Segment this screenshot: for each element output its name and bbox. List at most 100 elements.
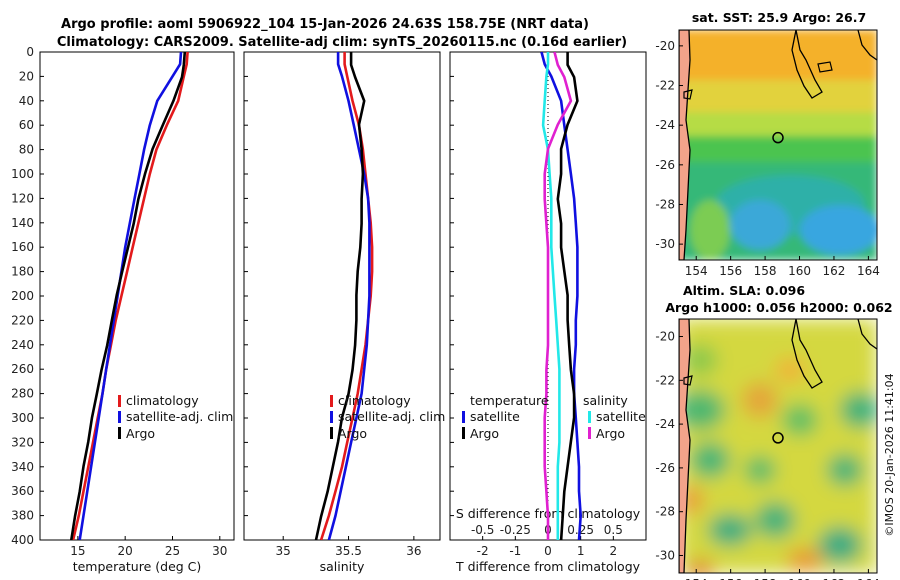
depth-tick-label: 220: [11, 313, 34, 327]
sla-map-frame: [678, 318, 878, 574]
series-line-t-argo: [556, 52, 579, 540]
legend-swatch-s-argo: [588, 427, 591, 439]
sla-map: [679, 319, 877, 573]
imos-credit: ©IMOS 20-Jan-2026 11:41:04: [883, 373, 896, 536]
s-diff-tick-label: 0.5: [604, 523, 623, 537]
x-tick-label: 1: [577, 544, 585, 558]
series-line-climatology: [71, 52, 189, 540]
map-y-tick-label: -28: [655, 505, 675, 519]
legend-swatch-s-satellite: [588, 411, 591, 423]
map-x-tick-label: 156: [719, 264, 742, 278]
series-line-argo: [314, 52, 366, 540]
legend-swatch-satellite: [330, 411, 333, 423]
temperature-xlabel: temperature (deg C): [73, 559, 202, 574]
s-diff-tick-label: -0.5: [471, 523, 494, 537]
x-tick-label: 36: [406, 544, 421, 558]
salinity-x-axis: 35 35.5 36: [276, 536, 422, 558]
x-tick-label: 30: [212, 544, 227, 558]
series-line-t-satellite: [540, 52, 583, 540]
legend-swatch-climatology: [118, 395, 121, 407]
salinity-legend: climatology satellite-adj. clim Argo: [330, 393, 445, 441]
depth-tick-label: 300: [11, 411, 34, 425]
map-y-tick-label: -30: [655, 237, 675, 251]
depth-tick-label: 180: [11, 265, 34, 279]
temperature-lines: [69, 52, 189, 540]
legend-swatch-t-satellite: [462, 411, 465, 423]
legend-label-t-argo: Argo: [470, 426, 499, 441]
depth-tick-label: 260: [11, 362, 34, 376]
map-x-tick-label: 158: [754, 577, 777, 580]
depth-tick-label: 0: [26, 45, 34, 59]
map-y-tick-label: -22: [655, 79, 675, 93]
map-x-tick-label: 164: [857, 577, 880, 580]
legend-label-climatology: climatology: [126, 393, 199, 408]
map-x-tick-label: 160: [788, 577, 811, 580]
map-y-tick-label: -26: [655, 461, 675, 475]
series-line-s-satellite: [541, 52, 561, 540]
map-x-tick-label: 162: [823, 577, 846, 580]
map-y-tick-label: -24: [655, 417, 675, 431]
map-x-tick-label: 164: [857, 264, 880, 278]
x-tick-label: 35: [276, 544, 291, 558]
salinity-lines: [314, 52, 374, 540]
legend-label-t-satellite: satellite: [470, 409, 520, 424]
legend-label-climatology: climatology: [338, 393, 411, 408]
legend-label-argo: Argo: [126, 426, 155, 441]
sst-map-frame: [678, 29, 878, 261]
map-y-tick-label: -30: [655, 548, 675, 562]
depth-tick-label: 160: [11, 240, 34, 254]
depth-tick-label: 40: [19, 94, 34, 108]
argo-location-marker: [772, 432, 784, 444]
legend-swatch-climatology: [330, 395, 333, 407]
depth-tick-label: 380: [11, 509, 34, 523]
legend-label-s-argo: Argo: [596, 426, 625, 441]
temperature-legend: climatology satellite-adj. clim Argo: [118, 393, 233, 441]
depth-tick-label: 80: [19, 143, 34, 157]
salinity-axes: [243, 51, 441, 541]
sla-map-title-line1: Altim. SLA: 0.096: [683, 283, 805, 298]
difference-legend: temperature salinity satellite Argo sate…: [462, 393, 646, 441]
depth-tick-label: 360: [11, 484, 34, 498]
depth-tick-label: 20: [19, 69, 34, 83]
map-x-tick-label: 158: [754, 264, 777, 278]
legend-title-temperature: temperature: [470, 393, 549, 408]
legend-title-salinity: salinity: [583, 393, 628, 408]
temperature-x-axis: 15 20 25 30: [70, 536, 227, 558]
legend-label-satellite: satellite-adj. clim: [338, 409, 445, 424]
x-tick-label: 15: [70, 544, 85, 558]
legend-label-satellite: satellite-adj. clim: [126, 409, 233, 424]
depth-tick-label: 280: [11, 387, 34, 401]
difference-lines: [540, 52, 583, 540]
map-x-tick-label: 160: [788, 264, 811, 278]
depth-tick-label: 320: [11, 435, 34, 449]
depth-tick-label: 140: [11, 216, 34, 230]
x-tick-label: 25: [165, 544, 180, 558]
series-line-argo: [69, 52, 187, 540]
depth-axis: 0 20 40 60 80 100 120 140 160 180 200 220 240 260 280 3…: [11, 45, 454, 547]
series-line-satellite-adj-clim: [327, 52, 371, 540]
sla-map-axes: 154 156 158 160 162 164 -20 -22 -24 -26 -28 -30: [655, 330, 879, 580]
sst-map-title: sat. SST: 25.9 Argo: 26.7: [692, 10, 866, 25]
map-y-tick-label: -20: [655, 39, 675, 53]
legend-swatch-argo: [118, 427, 121, 439]
legend-swatch-t-argo: [462, 427, 465, 439]
sst-map: [679, 30, 877, 260]
argo-location-marker: [772, 131, 784, 144]
map-x-tick-label: 156: [719, 577, 742, 580]
depth-tick-label: 100: [11, 167, 34, 181]
map-y-tick-label: -24: [655, 118, 675, 132]
temperature-axes: [39, 51, 235, 541]
depth-tick-label: 120: [11, 191, 34, 205]
x-tick-label: 2: [610, 544, 618, 558]
figure-title-line1: Argo profile: aoml 5906922_104 15-Jan-20…: [61, 17, 589, 32]
map-x-tick-label: 154: [685, 264, 708, 278]
depth-tick-label: 400: [11, 533, 34, 547]
map-y-tick-label: -28: [655, 197, 675, 211]
depth-tick-label: 240: [11, 338, 34, 352]
map-x-tick-label: 162: [823, 264, 846, 278]
depth-tick-label: 200: [11, 289, 34, 303]
legend-label-s-satellite: satellite: [596, 409, 646, 424]
x-tick-label: 35.5: [335, 544, 362, 558]
x-tick-label: -2: [477, 544, 489, 558]
